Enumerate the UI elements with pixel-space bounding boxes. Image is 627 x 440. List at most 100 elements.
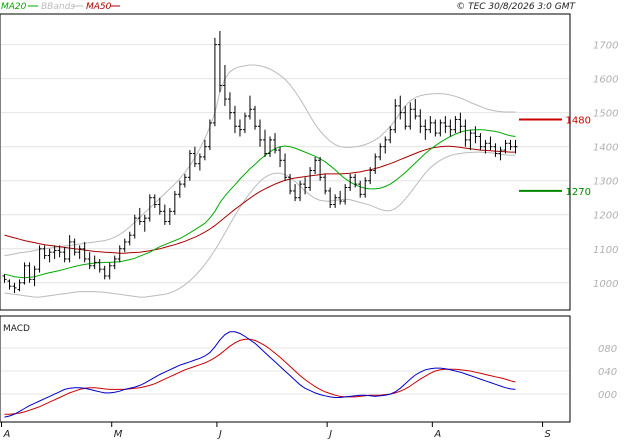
ohlc-bar (473, 126, 478, 144)
ohlc-bar (428, 116, 433, 134)
ohlc-bar (498, 146, 503, 161)
ohlc-bar (393, 99, 398, 134)
macd-title: MACD (3, 324, 30, 334)
ohlc-bar (493, 143, 498, 157)
ohlc-bar (142, 214, 147, 232)
ohlc-bar (117, 245, 122, 263)
ohlc-bar (488, 136, 493, 151)
x-tick-label: S (545, 429, 552, 440)
macd-line (4, 331, 516, 418)
ohlc-bar (132, 214, 137, 239)
ohlc-bar (167, 207, 172, 225)
ohlc-bar (252, 105, 257, 130)
ohlc-bar (358, 180, 363, 198)
ohlc-bar (433, 119, 438, 137)
macd-lines (4, 331, 516, 418)
ohlc-bar (418, 109, 423, 134)
ohlc-bar (52, 245, 57, 259)
x-tick-label: J (327, 429, 332, 440)
ohlc-bar (398, 95, 403, 120)
ohlc-bar (57, 245, 62, 258)
price-y-axis: 1000 1100 1200 1300 1400 1500 1600 1700 (593, 41, 618, 290)
ohlc-bar (12, 282, 17, 293)
legend-ma50-label: MA50 (86, 2, 112, 12)
ohlc-bar (463, 119, 468, 147)
ohlc-bar (368, 167, 373, 185)
ohlc-bar (448, 119, 453, 137)
macd-panel (0, 315, 571, 423)
bollinger-upper-line (4, 64, 516, 257)
legend: MA20 BBands MA50 (1, 2, 120, 12)
ohlc-bar (27, 262, 32, 283)
ohlc-bar (62, 247, 67, 263)
ohlc-bar (338, 190, 343, 205)
ohlc-bar (237, 119, 242, 137)
ohlc-bar (298, 180, 303, 202)
price-y-tick-label: 1000 (593, 279, 618, 290)
ohlc-bar (107, 262, 112, 280)
ohlc-bar (363, 177, 368, 198)
ohlc-bar (77, 245, 82, 259)
ohlc-bar (378, 143, 383, 161)
ohlc-bar (247, 95, 252, 120)
legend-bbands-label: BBands (41, 2, 75, 12)
price-y-tick-label: 1500 (593, 109, 618, 120)
ohlc-bar (122, 238, 127, 253)
ohlc-bar (323, 173, 328, 195)
ohlc-bar (192, 146, 197, 168)
ohlc-bar (443, 116, 448, 134)
ohlc-bar (293, 184, 298, 202)
price-y-tick-label: 1600 (593, 75, 618, 86)
ohlc-bar (288, 173, 293, 195)
legend-ma20-label: MA20 (1, 2, 27, 12)
ohlc-bar (92, 255, 97, 270)
ohlc-bar (227, 92, 232, 120)
ohlc-bar (32, 265, 37, 287)
price-grid (1, 44, 569, 284)
ohlc-bar (97, 258, 102, 273)
ohlc-bar (383, 136, 388, 154)
ohlc-bar (2, 274, 7, 283)
ohlc-bar (458, 112, 463, 134)
ohlc-bar (17, 279, 22, 292)
macd-y-axis: 000 040 080 (598, 344, 617, 401)
ohlc-bar (22, 262, 27, 285)
ohlc-bar (102, 265, 107, 280)
ohlc-bar (87, 252, 92, 270)
ohlc-bar (137, 207, 142, 225)
macd-y-tick-label: 040 (598, 367, 617, 378)
ohlc-bar (127, 231, 132, 246)
price-level-label: 1480 (566, 115, 591, 126)
ohlc-bar (177, 180, 182, 198)
ohlc-bar (308, 167, 313, 191)
x-tick-label: A (3, 429, 11, 440)
ohlc-bar (438, 119, 443, 137)
ohlc-bars (2, 31, 518, 293)
ohlc-bar (182, 173, 187, 188)
ohlc-bar (152, 194, 157, 208)
ohlc-bar (212, 37, 217, 127)
ohlc-bar (453, 116, 458, 134)
ohlc-bar (303, 177, 308, 195)
ma50-line (4, 145, 516, 254)
ohlc-bar (483, 139, 488, 154)
x-tick-label: A (433, 429, 441, 440)
ohlc-bar (42, 245, 47, 259)
ohlc-bar (328, 187, 333, 208)
price-levels: 1480 1270 (519, 115, 591, 198)
ohlc-bar (278, 146, 283, 168)
ohlc-bar (268, 136, 273, 157)
ohlc-bar (273, 133, 278, 154)
bollinger-lower-line (4, 151, 516, 298)
ohlc-bar (67, 235, 72, 263)
ohlc-bar (388, 126, 393, 144)
ohlc-bar (423, 119, 428, 140)
ohlc-bar (162, 204, 167, 225)
ohlc-bar (207, 119, 212, 151)
macd-y-tick-label: 000 (598, 390, 617, 401)
ohlc-bar (82, 241, 87, 263)
price-y-tick-label: 1100 (593, 245, 618, 256)
ohlc-bar (348, 173, 353, 191)
